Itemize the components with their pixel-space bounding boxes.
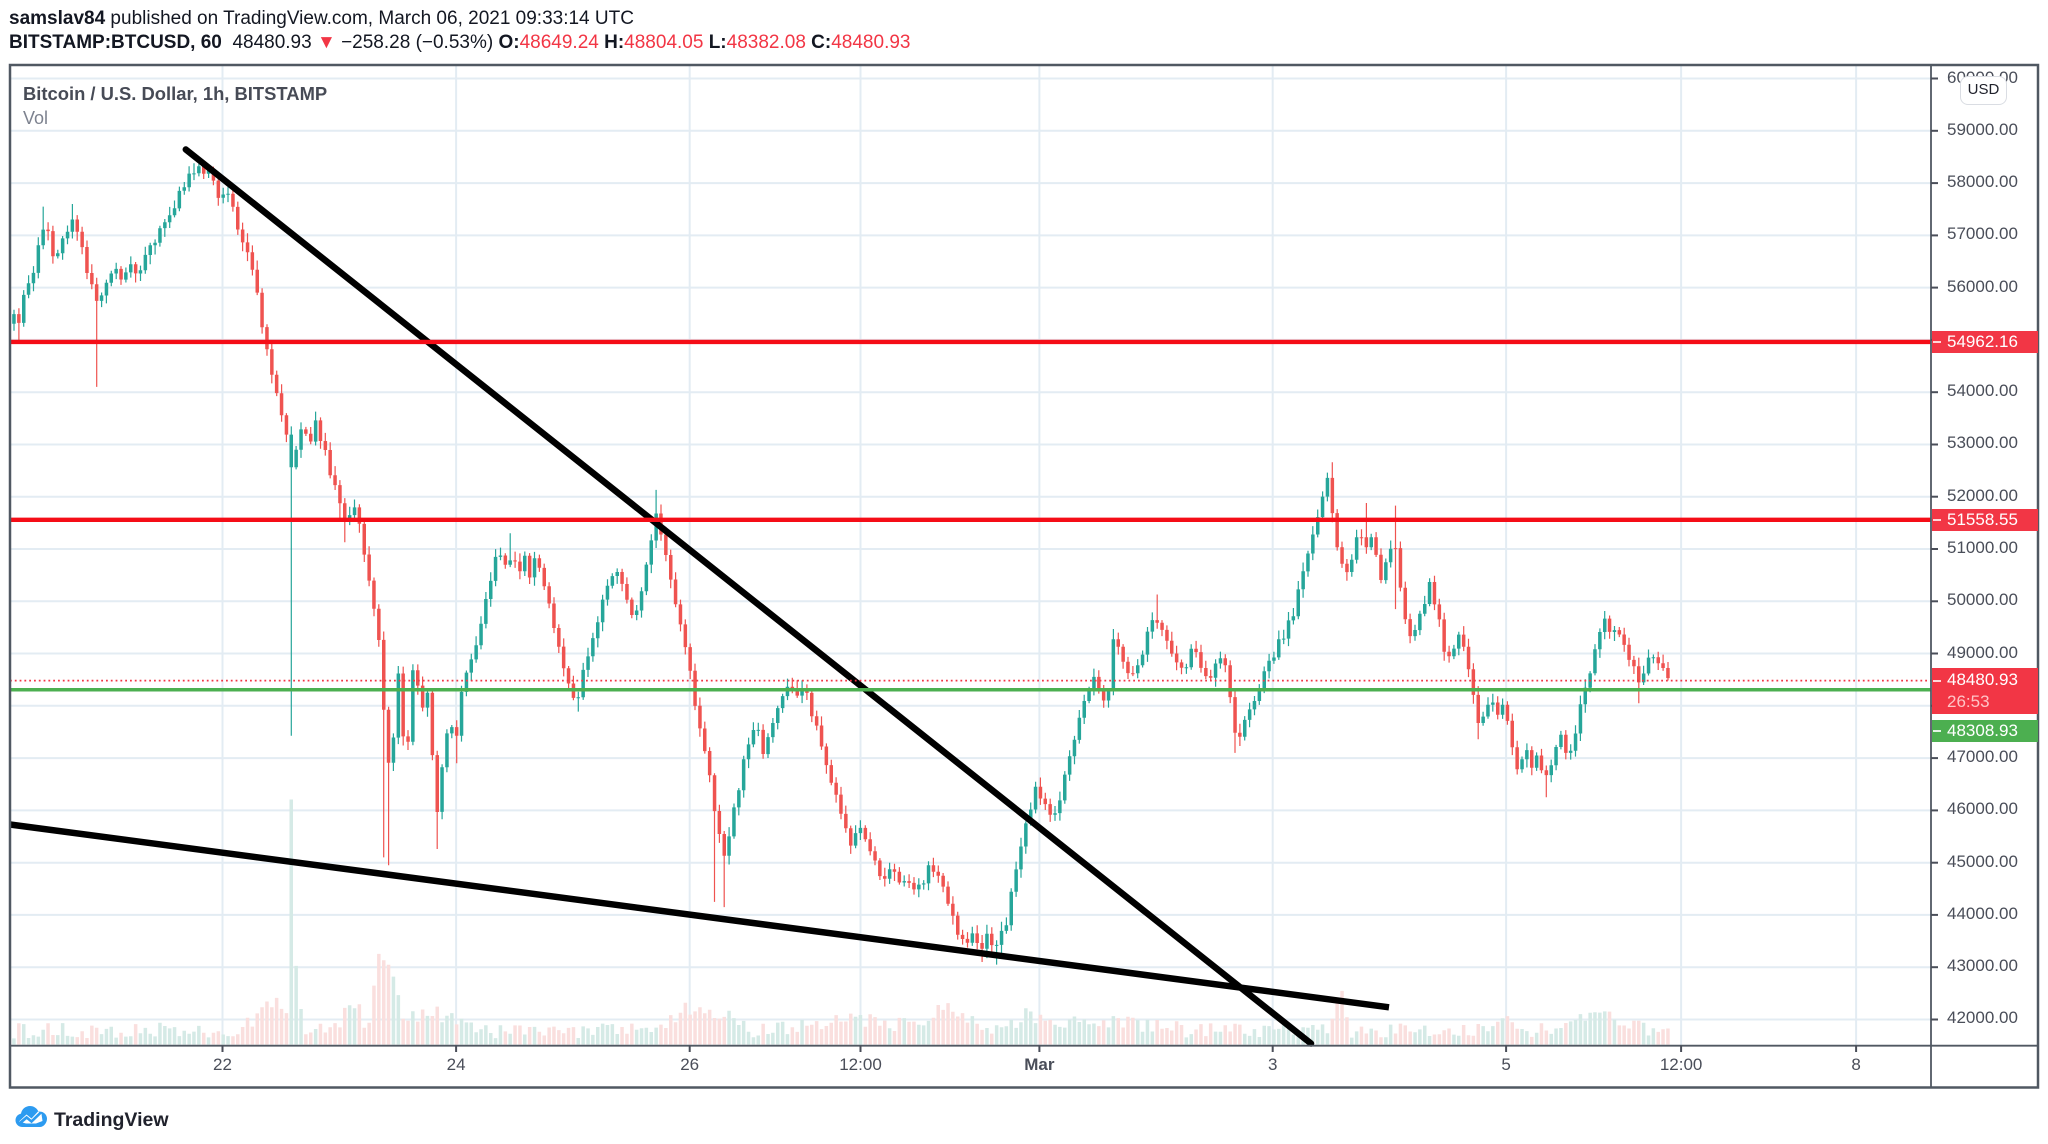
svg-text:TradingView: TradingView (54, 1109, 169, 1131)
